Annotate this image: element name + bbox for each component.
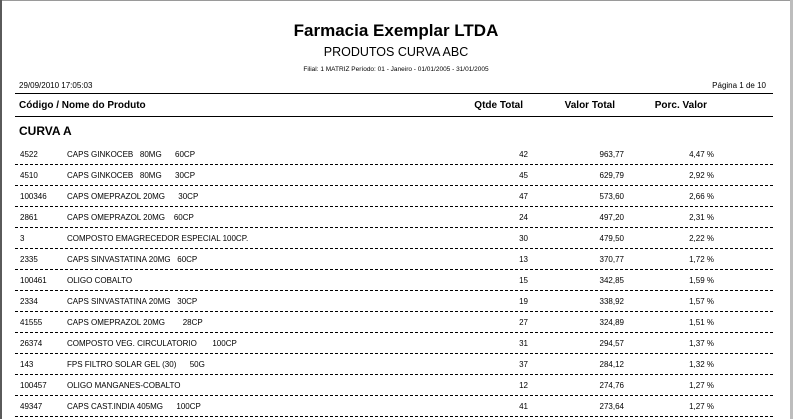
product-qtde: 42 — [519, 150, 528, 159]
table-row: 2335 CAPS SINVASTATINA 20MG 60CP 13 370,77 1… — [15, 248, 773, 270]
report-page: Farmacia Exemplar LTDA PRODUTOS CURVA AB… — [6, 0, 786, 419]
product-valor: 342,85 — [599, 276, 624, 285]
product-perc: 1,27 % — [689, 402, 714, 411]
product-name: FPS FILTRO SOLAR GEL (30) 50G — [67, 360, 205, 369]
product-code: 2335 — [20, 255, 38, 264]
column-header-qtde: Qtde Total — [474, 100, 523, 111]
product-qtde: 19 — [519, 297, 528, 306]
product-valor: 274,76 — [599, 381, 624, 390]
product-valor: 573,60 — [599, 192, 624, 201]
product-perc: 1,37 % — [689, 339, 714, 348]
product-valor: 284,12 — [599, 360, 624, 369]
table-row: 26374 COMPOSTO VEG. CIRCULATORIO 100CP 31 2… — [15, 332, 773, 354]
table-row: 4522 CAPS GINKOCEB 80MG 60CP 42 963,77 4,47 … — [15, 143, 773, 165]
table-row: 4510 CAPS GINKOCEB 80MG 30CP 45 629,79 2,92 … — [15, 164, 773, 186]
product-perc: 1,27 % — [689, 381, 714, 390]
section-title: CURVA A — [19, 124, 72, 138]
product-qtde: 37 — [519, 360, 528, 369]
table-row: 41555 CAPS OMEPRAZOL 20MG 28CP 27 324,89 1,5… — [15, 311, 773, 333]
product-name: OLIGO MANGANES-COBALTO — [67, 381, 181, 390]
product-code: 100461 — [20, 276, 47, 285]
product-perc: 4,47 % — [689, 150, 714, 159]
product-valor: 497,20 — [599, 213, 624, 222]
table-row: 2861 CAPS OMEPRAZOL 20MG 60CP 24 497,20 2,31… — [15, 206, 773, 228]
product-perc: 2,22 % — [689, 234, 714, 243]
product-valor: 629,79 — [599, 171, 624, 180]
product-perc: 1,72 % — [689, 255, 714, 264]
product-code: 3 — [20, 234, 25, 243]
product-code: 2861 — [20, 213, 38, 222]
product-name: CAPS GINKOCEB 80MG 30CP — [67, 171, 196, 180]
product-name: COMPOSTO EMAGRECEDOR ESPECIAL 100CP. — [67, 234, 249, 243]
product-name: CAPS GINKOCEB 80MG 60CP — [67, 150, 196, 159]
product-perc: 2,31 % — [689, 213, 714, 222]
product-perc: 1,59 % — [689, 276, 714, 285]
product-qtde: 13 — [519, 255, 528, 264]
header-bottom-rule — [15, 116, 773, 117]
product-code: 4522 — [20, 150, 38, 159]
product-valor: 294,57 — [599, 339, 624, 348]
report-datetime: 29/09/2010 17:05:03 — [19, 81, 93, 90]
product-qtde: 30 — [519, 234, 528, 243]
product-valor: 338,92 — [599, 297, 624, 306]
window-frame-top — [0, 0, 793, 1]
product-name: CAPS OMEPRAZOL 20MG 28CP — [67, 318, 203, 327]
product-valor: 963,77 — [599, 150, 624, 159]
column-header-valor: Valor Total — [564, 100, 615, 111]
product-name: CAPS SINVASTATINA 20MG 30CP — [67, 297, 198, 306]
product-name: CAPS OMEPRAZOL 20MG 30CP — [67, 192, 199, 201]
table-row: 100457 OLIGO MANGANES-COBALTO 12 274,76 1,27… — [15, 374, 773, 396]
product-qtde: 45 — [519, 171, 528, 180]
product-perc: 2,66 % — [689, 192, 714, 201]
window-frame-right — [790, 0, 793, 419]
product-perc: 2,92 % — [689, 171, 714, 180]
report-filter: Filial: 1 MATRIZ Período: 01 - Janeiro -… — [303, 66, 489, 73]
window-frame-left — [0, 0, 2, 419]
table-row: 100461 OLIGO COBALTO 15 342,85 1,59 % — [15, 269, 773, 291]
product-valor: 479,50 — [599, 234, 624, 243]
page-indicator: Página 1 de 10 — [712, 81, 766, 90]
product-code: 41555 — [20, 318, 43, 327]
product-qtde: 24 — [519, 213, 528, 222]
product-name: OLIGO COBALTO — [67, 276, 133, 285]
product-code: 4510 — [20, 171, 38, 180]
product-perc: 1,32 % — [689, 360, 714, 369]
product-code: 100346 — [20, 192, 47, 201]
product-name: COMPOSTO VEG. CIRCULATORIO 100CP — [67, 339, 237, 348]
report-title: PRODUTOS CURVA ABC — [323, 45, 469, 59]
product-qtde: 31 — [519, 339, 528, 348]
table-row: 143 FPS FILTRO SOLAR GEL (30) 50G 37 284,12… — [15, 353, 773, 375]
product-perc: 1,57 % — [689, 297, 714, 306]
product-qtde: 12 — [519, 381, 528, 390]
product-code: 143 — [20, 360, 34, 369]
table-row: 49347 CAPS CAST.INDIA 405MG 100CP 41 273,64… — [15, 395, 773, 417]
column-header-code-name: Código / Nome do Produto — [19, 100, 146, 111]
product-name: CAPS OMEPRAZOL 20MG 60CP — [67, 213, 194, 222]
column-header-perc: Porc. Valor — [654, 100, 707, 111]
product-name: CAPS SINVASTATINA 20MG 60CP — [67, 255, 198, 264]
header-top-rule — [15, 93, 773, 94]
product-code: 26374 — [20, 339, 43, 348]
product-valor: 370,77 — [599, 255, 624, 264]
product-qtde: 15 — [519, 276, 528, 285]
product-name: CAPS CAST.INDIA 405MG 100CP — [67, 402, 201, 411]
product-valor: 324,89 — [599, 318, 624, 327]
product-code: 2334 — [20, 297, 38, 306]
product-qtde: 27 — [519, 318, 528, 327]
product-perc: 1,51 % — [689, 318, 714, 327]
product-code: 49347 — [20, 402, 43, 411]
company-title: Farmacia Exemplar LTDA — [293, 21, 499, 40]
table-row: 2334 CAPS SINVASTATINA 20MG 30CP 19 338,92 1… — [15, 290, 773, 312]
table-row: 100346 CAPS OMEPRAZOL 20MG 30CP 47 573,60 2,… — [15, 185, 773, 207]
product-qtde: 41 — [519, 402, 528, 411]
product-qtde: 47 — [519, 192, 528, 201]
table-row: 3 COMPOSTO EMAGRECEDOR ESPECIAL 100CP. 30 4… — [15, 227, 773, 249]
product-code: 100457 — [20, 381, 47, 390]
product-valor: 273,64 — [599, 402, 624, 411]
